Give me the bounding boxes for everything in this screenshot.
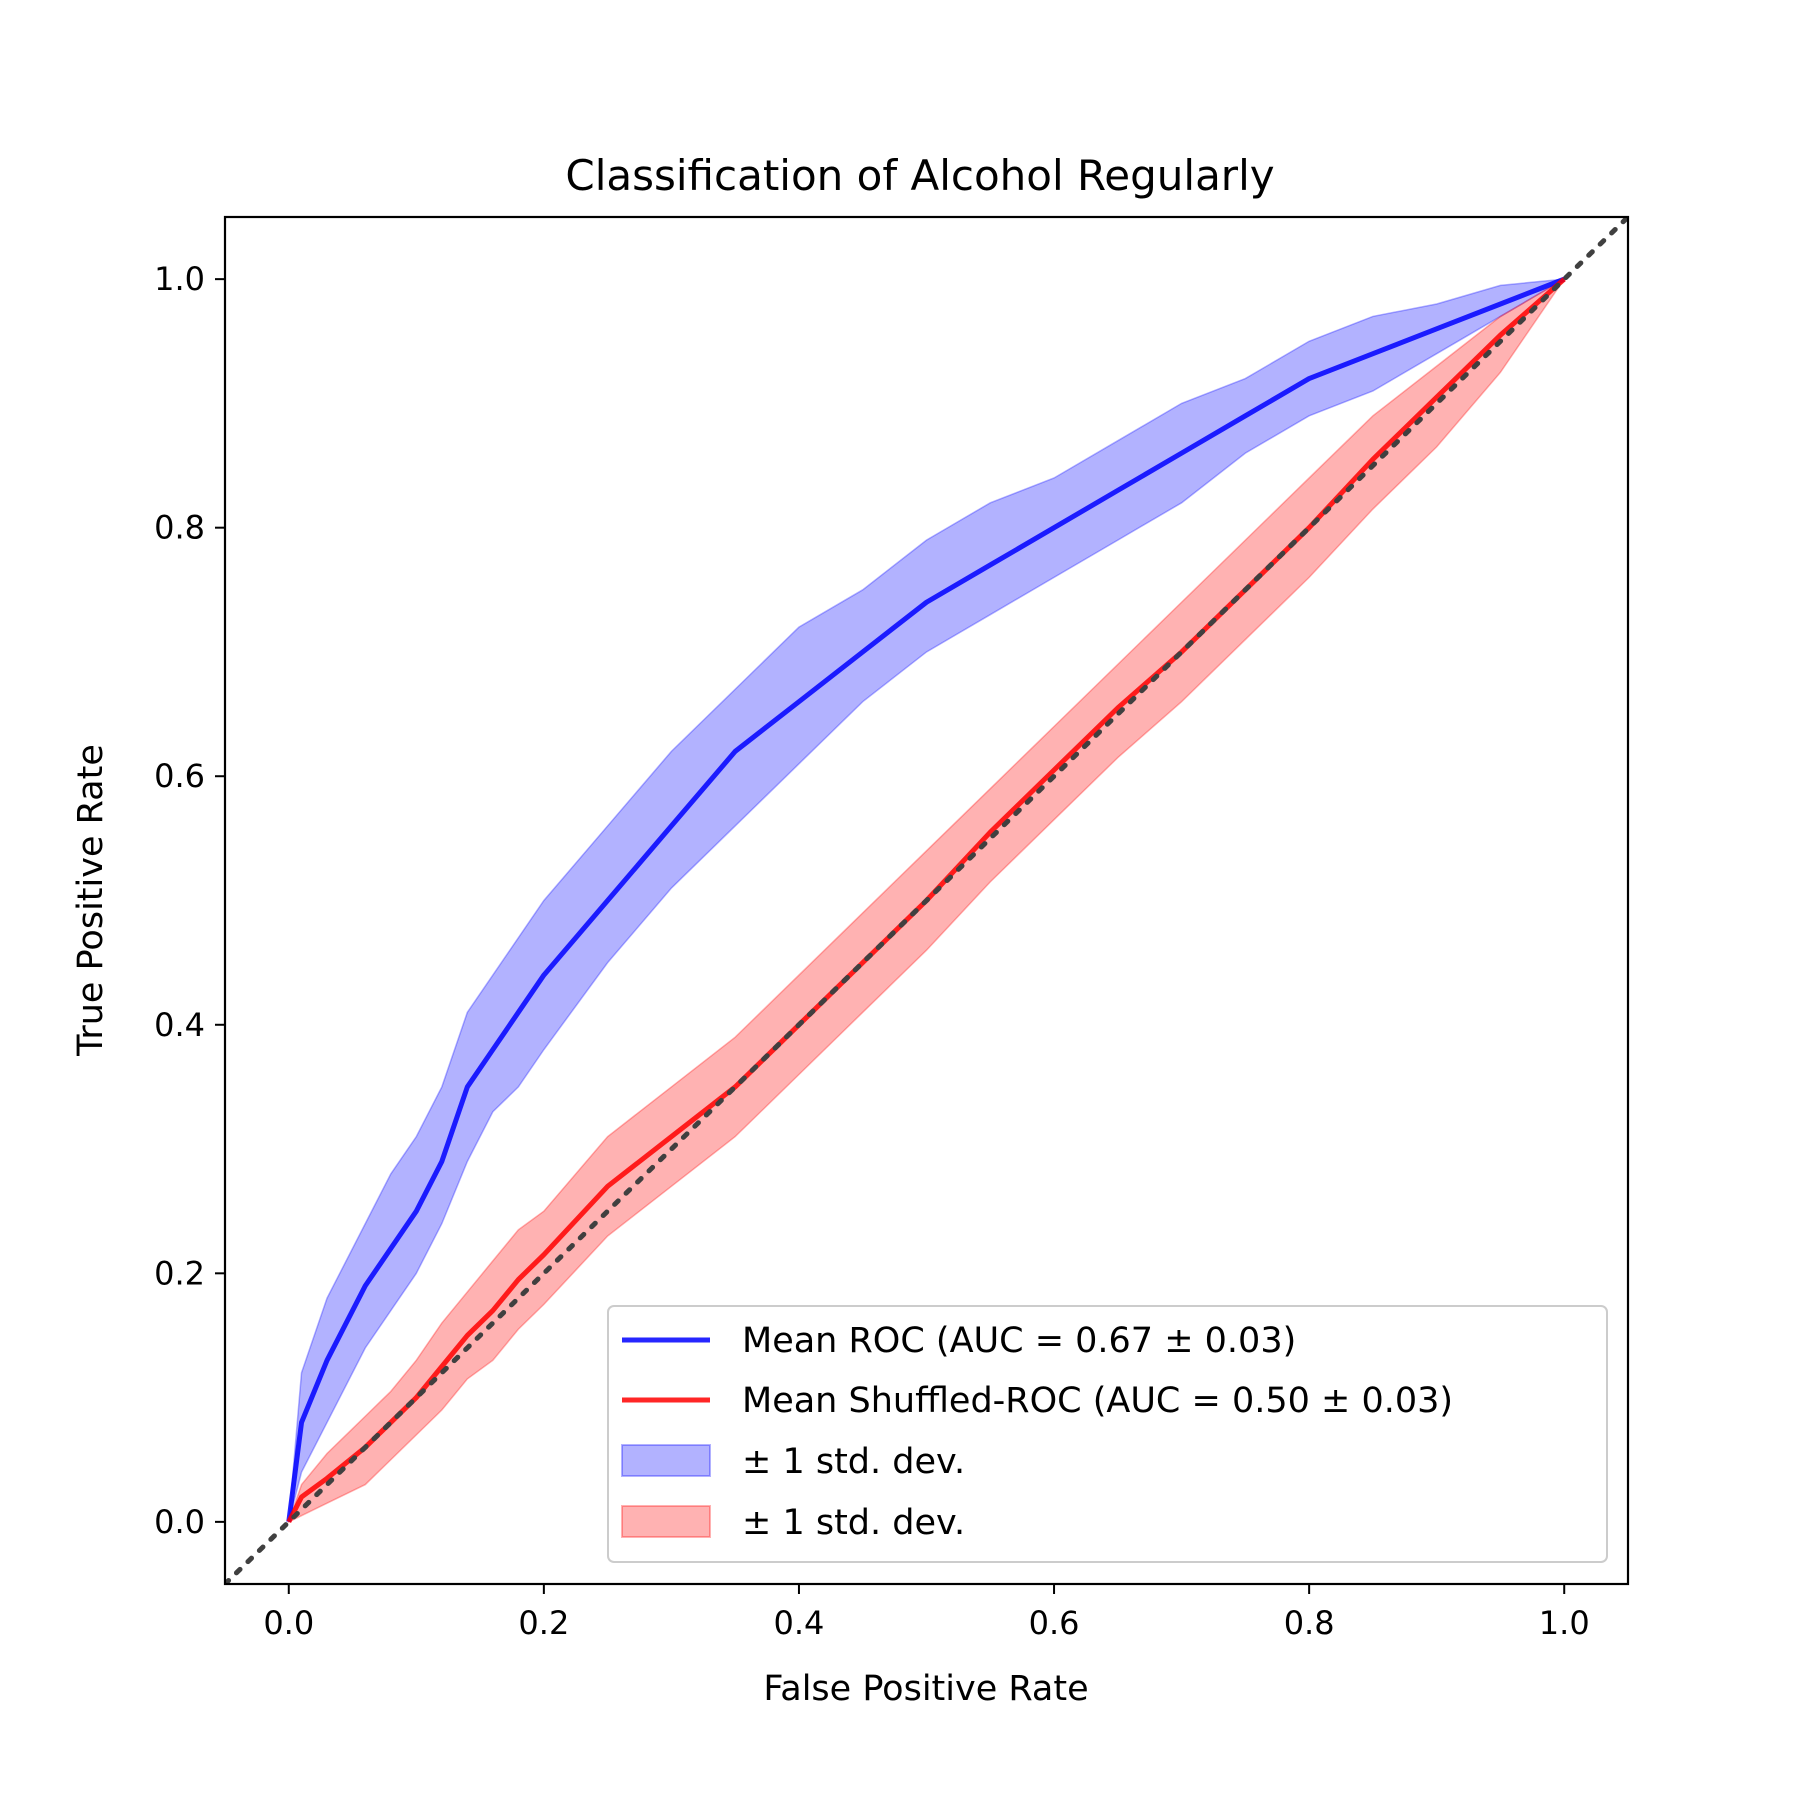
legend-box [607, 1305, 1608, 1563]
y-tick-label: 0.8 [154, 509, 205, 547]
x-axis-label: False Positive Rate [763, 1669, 1088, 1709]
legend-red-band-label: ± 1 std. dev. [742, 1503, 965, 1543]
legend-blue-band-label: ± 1 std. dev. [742, 1442, 965, 1482]
legend-blue-band-swatch [621, 1444, 711, 1477]
x-tick-label: 0.6 [1029, 1604, 1080, 1642]
mean-roc-line [286, 276, 1566, 1523]
x-tick-label: 0.4 [774, 1604, 825, 1642]
plot-frame [223, 215, 1630, 1586]
legend: Mean ROC (AUC = 0.67 ± 0.03) Mean Shuffl… [607, 1305, 1608, 1563]
chance-diagonal-line [225, 217, 1628, 1584]
x-tick-label: 1.0 [1539, 1604, 1590, 1642]
x-tick-label: 0.0 [263, 1604, 314, 1642]
y-tick-label: 0.6 [154, 757, 205, 795]
legend-mean-roc-label: Mean ROC (AUC = 0.67 ± 0.03) [742, 1321, 1296, 1361]
y-axis-label: True Positive Rate [71, 744, 111, 1057]
x-tick-label: 0.2 [518, 1604, 569, 1642]
legend-shuffled-roc-label: Mean Shuffled-ROC (AUC = 0.50 ± 0.03) [742, 1381, 1453, 1421]
y-tick-label: 0.2 [154, 1254, 205, 1292]
y-tick-label: 0.4 [154, 1006, 205, 1044]
chart-title: Classification of Alcohol Regularly [565, 151, 1274, 200]
x-tick-label: 0.8 [1284, 1604, 1335, 1642]
y-tick-label: 0.0 [154, 1503, 205, 1541]
y-tick-label: 1.0 [154, 260, 205, 298]
y-axis-ticks: 0.0 0.2 0.4 0.6 0.8 1.0 [154, 260, 225, 1541]
plot-content [225, 217, 1628, 1584]
x-axis-ticks: 0.0 0.2 0.4 0.6 0.8 1.0 [263, 1584, 1590, 1642]
legend-red-band-swatch [621, 1505, 711, 1538]
